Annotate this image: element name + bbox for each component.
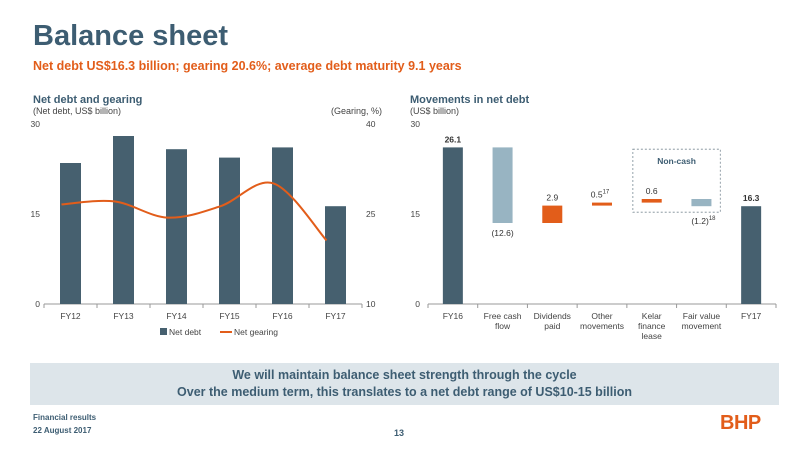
waterfall-value-label: (1.2)18 [691, 216, 716, 226]
left-y-tick-label: 30 [31, 119, 41, 129]
net-debt-bar [166, 149, 187, 304]
category-label-line: Fair value [683, 311, 721, 321]
waterfall-value-label: (12.6) [491, 228, 513, 238]
right-y-tick-label: 40 [366, 119, 376, 129]
category-label-line: Other [591, 311, 612, 321]
category-label-line: Dividends [534, 311, 571, 321]
waterfall-value-label: 0.6 [646, 186, 658, 196]
x-category-label: FY17 [741, 311, 762, 321]
footer-document-title: Financial results [33, 413, 97, 422]
page-number: 13 [394, 428, 405, 438]
x-category-label: Free cash flow [484, 311, 522, 331]
waterfall-value-label: 0.517 [591, 190, 610, 200]
x-category-label: Fair value movement [682, 311, 722, 331]
left-y-tick-label: 0 [35, 299, 40, 309]
category-label-line: movements [580, 321, 624, 331]
left-y-tick-label: 15 [31, 209, 41, 219]
category-label-line: FY16 [443, 311, 464, 321]
category-label-line: paid [544, 321, 560, 331]
waterfall-bar [492, 147, 513, 223]
left-chart-title: Net debt and gearing [33, 94, 143, 106]
right-chart-title: Movements in net debt [410, 94, 530, 106]
footnote-superscript: 18 [709, 216, 716, 222]
category-label-line: flow [495, 321, 511, 331]
left-chart-left-axis-label: (Net debt, US$ billion) [33, 106, 122, 116]
category-label-line: FY17 [741, 311, 762, 321]
category-label-line: lease [642, 331, 663, 341]
net-debt-bar [272, 147, 293, 304]
category-label-line: Free cash [484, 311, 522, 321]
waterfall-value-label: 2.9 [546, 193, 558, 203]
x-category-label: FY17 [325, 311, 346, 321]
waterfall-bar [592, 202, 612, 206]
waterfall-value-label: 16.3 [743, 193, 760, 203]
x-category-label: FY14 [166, 311, 187, 321]
legend-net-gearing-label: Net gearing [234, 327, 278, 337]
footer-date: 22 August 2017 [33, 426, 92, 435]
category-label-line: Kelar [642, 311, 662, 321]
net-debt-bar [113, 136, 134, 304]
slide-title: Balance sheet [33, 20, 229, 52]
y-tick-label: 0 [415, 299, 420, 309]
x-category-label: Other movements [580, 311, 624, 331]
category-label-line: finance [638, 321, 666, 331]
slide-subtitle: Net debt US$16.3 billion; gearing 20.6%;… [33, 59, 462, 73]
legend-net-debt-label: Net debt [169, 327, 202, 337]
key-message-banner: We will maintain balance sheet strength … [30, 363, 779, 405]
x-category-label: Kelar finance lease [638, 311, 666, 341]
footnote-superscript: 17 [603, 190, 610, 196]
x-category-label: FY16 [272, 311, 293, 321]
legend-net-debt-swatch [160, 328, 167, 335]
waterfall-bar [641, 199, 662, 203]
category-label-line: movement [682, 321, 722, 331]
x-category-label: FY15 [219, 311, 240, 321]
left-chart-right-axis-label: (Gearing, %) [331, 106, 383, 116]
x-category-label: FY16 [443, 311, 464, 321]
net-debt-bar [325, 206, 346, 304]
net-gearing-line [61, 181, 328, 242]
net-debt-bar [219, 157, 240, 304]
banner-line-1: We will maintain balance sheet strength … [232, 368, 577, 382]
y-tick-label: 30 [411, 119, 421, 129]
y-tick-label: 15 [411, 209, 421, 219]
right-chart-axis-label: (US$ billion) [410, 106, 460, 116]
right-y-tick-label: 10 [366, 299, 376, 309]
waterfall-bar [691, 199, 712, 207]
waterfall-value-label: 26.1 [445, 134, 462, 144]
non-cash-label: Non-cash [657, 156, 696, 166]
waterfall-bar [442, 147, 463, 304]
non-cash-box [632, 148, 721, 213]
x-category-label: Dividends paid [534, 311, 571, 331]
banner-line-2: Over the medium term, this translates to… [177, 385, 632, 399]
x-category-label: FY13 [113, 311, 134, 321]
net-debt-bar [60, 163, 81, 304]
x-category-label: FY12 [60, 311, 81, 321]
right-y-tick-label: 25 [366, 209, 376, 219]
waterfall-bar [741, 206, 762, 304]
waterfall-bar [542, 205, 563, 223]
bhp-logo: BHP [720, 412, 761, 434]
